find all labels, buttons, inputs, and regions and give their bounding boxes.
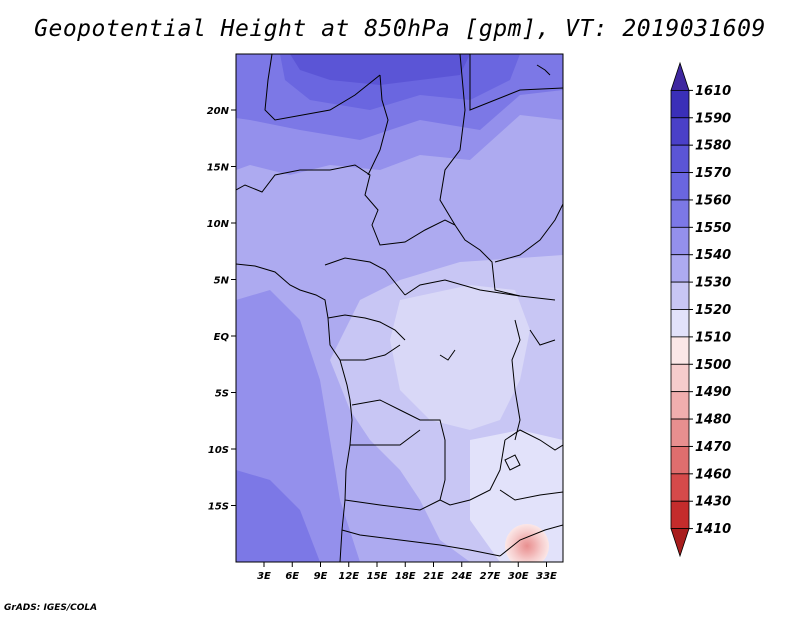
colorbar-swatch [670,144,690,173]
colorbar-level-label: 1550 [695,221,731,236]
colorbar-level-label: 1570 [695,166,731,181]
colorbar-swatch [670,446,690,475]
colorbar-level-label: 1610 [695,84,731,99]
colorbar-level-label: 1470 [695,440,731,455]
lon-tick-label: 21E [423,571,444,582]
colorbar-swatch [670,172,690,201]
colorbar-level-label: 1430 [695,495,731,510]
colorbar-swatch [670,89,690,119]
colorbar-level-label: 1510 [695,330,731,345]
colorbar-level-label: 1500 [695,358,731,373]
colorbar-swatch [670,117,690,146]
colorbar-level-label: 1490 [695,385,731,400]
lon-tick-label: 30E [508,571,529,582]
lon-tick-label: 9E [314,571,328,582]
lat-tick-label: 15S [208,502,229,513]
colorbar-level-label: 1520 [695,303,731,318]
colorbar-level-label: 1560 [695,193,731,208]
colorbar-swatch [670,418,690,447]
colorbar-swatch [670,391,690,420]
colorbar-level-label: 1580 [695,139,731,154]
lon-tick-label: 33E [536,571,557,582]
colorbar-swatch [670,61,690,91]
software-credit: GrADS: IGES/COLA [4,603,98,613]
low-pressure-spot [505,524,549,562]
lon-tick-label: 27E [480,571,501,582]
lon-tick-label: 12E [338,571,359,582]
longitude-axis: 3E 6E 9E 12E 15E 18E 21E 24E 27E 30E 33E [257,562,557,582]
colorbar-swatch [670,473,690,502]
colorbar-swatch [670,500,690,530]
field-1580-north [290,54,470,85]
lat-tick-label: 15N [207,163,230,174]
colorbar-level-label: 1480 [695,413,731,428]
lat-tick-label: 10S [208,445,229,456]
chart-title: Geopotential Height at 850hPa [gpm], VT:… [34,16,766,42]
lon-tick-label: 24E [451,571,472,582]
colorbar-swatch [670,199,690,228]
lat-tick-label: 5N [214,276,230,287]
colorbar-swatch [670,281,690,310]
lon-tick-label: 18E [395,571,416,582]
colorbar-level-label: 1540 [695,248,731,263]
colorbar-level-label: 1460 [695,467,731,482]
colorbar-level-label: 1410 [695,522,731,537]
lat-tick-label: 5S [215,389,229,400]
geopotential-field [236,54,563,562]
lon-tick-label: 3E [257,571,271,582]
colorbar-swatch [670,363,690,393]
field-1550-southwest [236,470,320,562]
lat-tick-label: 10N [207,219,230,230]
colorbar-swatch [670,528,690,558]
map-frame [235,53,564,563]
latitude-axis: 20N 15N 10N 5N EQ 5S 10S 15S [207,106,236,513]
lat-tick-label: 20N [207,106,230,117]
colorbar-swatch [670,226,690,256]
colorbar-swatch [670,254,690,283]
colorbar: 1610 1590 1580 1570 1560 1550 1540 1530 1520 1510… [670,61,731,558]
colorbar-swatch [670,336,690,365]
country-borders [236,54,563,562]
lat-tick-label: EQ [214,332,230,343]
colorbar-level-label: 1590 [695,111,731,126]
field-1510-region [390,285,530,430]
lon-tick-label: 6E [285,571,299,582]
lon-tick-label: 15E [367,571,388,582]
colorbar-level-label: 1530 [695,276,731,291]
colorbar-swatch [670,309,690,338]
